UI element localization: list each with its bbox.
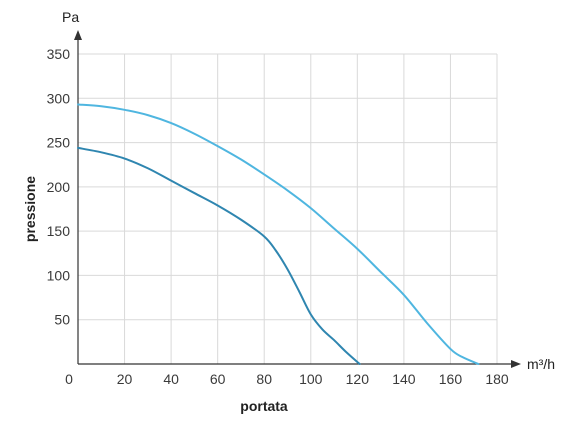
x-tick-label-180: 180 (485, 371, 509, 387)
x-tick-label-160: 160 (439, 371, 463, 387)
y-tick-label-250: 250 (47, 135, 71, 151)
x-tick-label-0: 0 (65, 371, 73, 387)
y-axis-title: pressione (22, 176, 38, 242)
y-tick-label-200: 200 (47, 179, 71, 195)
axes (74, 30, 521, 368)
x-tick-label-100: 100 (299, 371, 323, 387)
y-tick-labels: 50 100 150 200 250 300 350 (47, 46, 71, 328)
x-tick-label-60: 60 (210, 371, 226, 387)
grid (78, 53, 498, 364)
x-tick-labels: 0 20 40 60 80 100 120 140 160 180 (65, 371, 509, 387)
series-group (77, 103, 480, 365)
x-tick-label-80: 80 (256, 371, 272, 387)
x-axis-arrow-icon (511, 360, 521, 368)
x-tick-label-20: 20 (117, 371, 133, 387)
y-tick-label-50: 50 (54, 312, 70, 328)
y-tick-label-100: 100 (47, 267, 71, 283)
series-line-2 (77, 103, 480, 365)
y-tick-label-300: 300 (47, 90, 71, 106)
series-line-1 (77, 146, 361, 365)
y-tick-label-350: 350 (47, 46, 71, 62)
y-tick-label-150: 150 (47, 223, 71, 239)
y-axis-arrow-icon (74, 30, 82, 40)
x-tick-label-120: 120 (346, 371, 370, 387)
y-unit-label: Pa (62, 9, 79, 25)
x-tick-label-40: 40 (163, 371, 179, 387)
x-axis-title: portata (240, 398, 288, 414)
x-tick-label-140: 140 (392, 371, 416, 387)
x-unit-label: m³/h (527, 356, 555, 372)
